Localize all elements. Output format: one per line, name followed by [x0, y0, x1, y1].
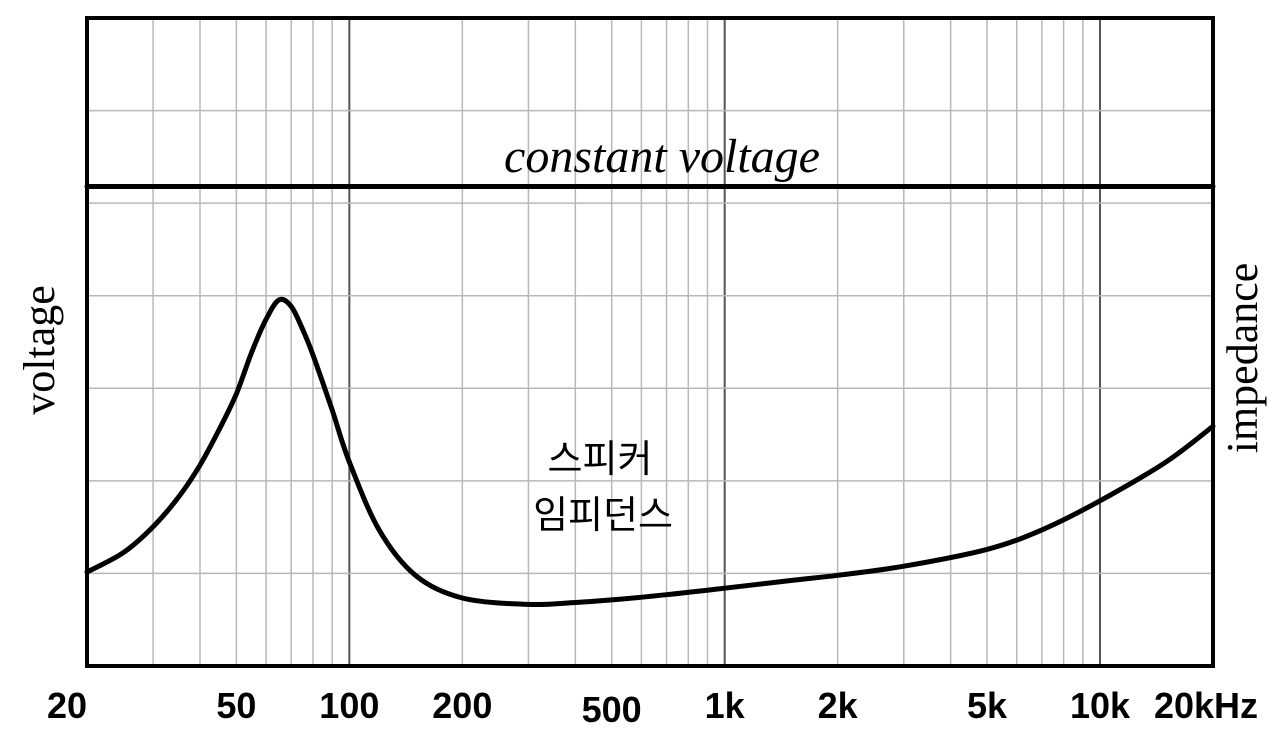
impedance-annotation-line2: 임피던스: [533, 493, 673, 537]
x-tick-label: 20: [47, 685, 87, 726]
grid: [87, 18, 1213, 666]
y-axis-label-left: voltage: [15, 285, 64, 415]
x-tick-label: 1k: [705, 685, 746, 726]
plot-frame: [85, 16, 1215, 668]
x-tick-label: 10k: [1070, 685, 1131, 726]
x-tick-label: 5k: [967, 685, 1008, 726]
x-tick-labels: 20 50 100 200 500 1k 2k 5k 10k 20kHz: [47, 685, 1258, 730]
x-tick-label: 50: [216, 685, 256, 726]
series-speaker-impedance: [84, 296, 1216, 608]
x-tick-label: 20kHz: [1154, 685, 1258, 726]
y-axis-label-right: impedance: [1218, 263, 1267, 454]
x-tick-label: 2k: [818, 685, 859, 726]
series-layer: [84, 183, 1216, 608]
x-tick-label: 500: [582, 689, 642, 730]
constant-voltage-label: constant voltage: [504, 130, 820, 183]
x-tick-label: 100: [319, 685, 379, 726]
x-tick-label: 200: [432, 685, 492, 726]
impedance-annotation-line1: 스피커: [548, 437, 653, 481]
